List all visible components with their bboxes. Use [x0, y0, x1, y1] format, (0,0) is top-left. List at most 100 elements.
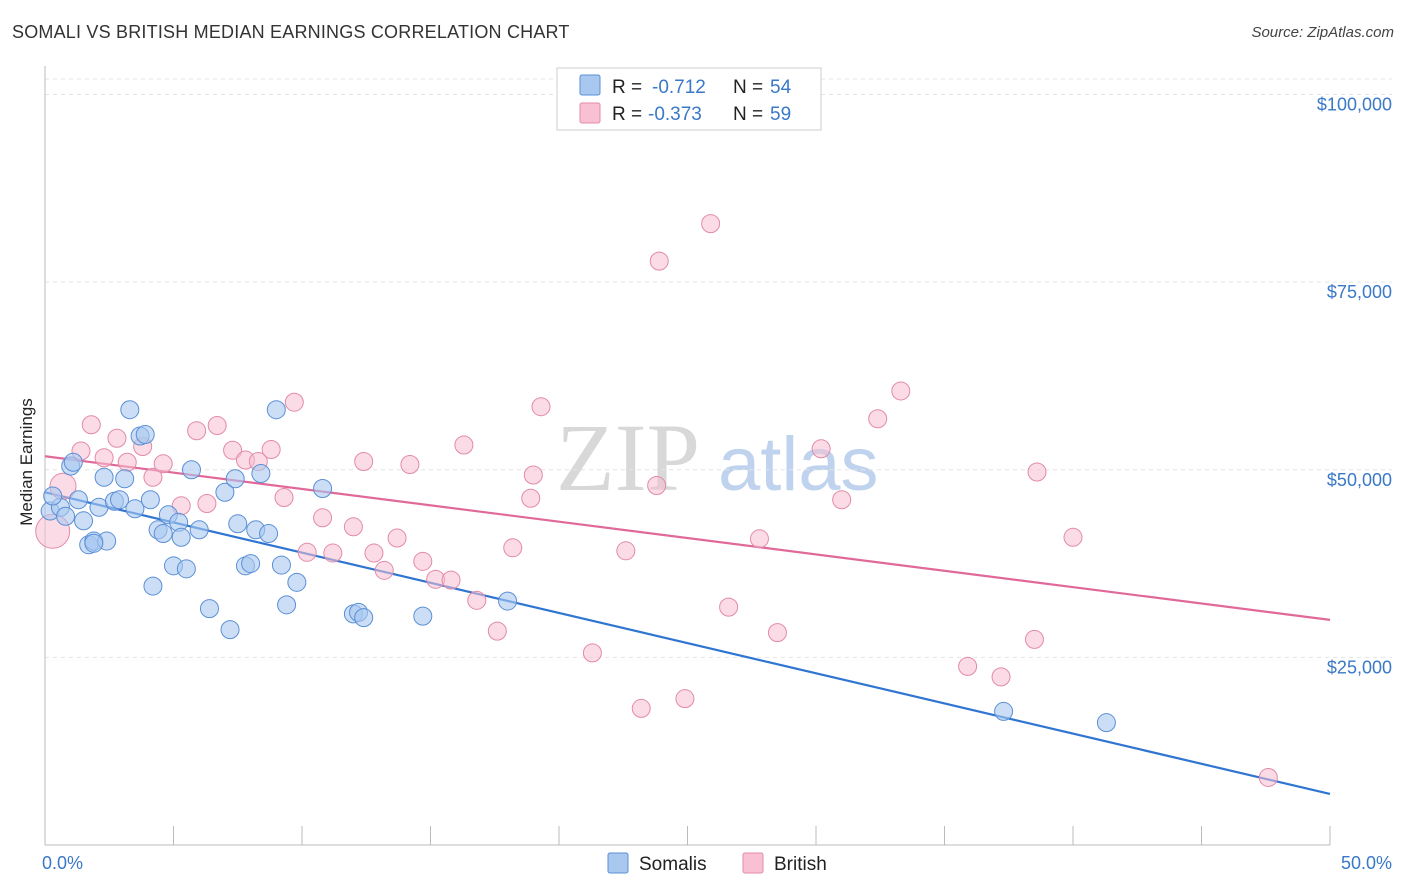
- british-point: [364, 543, 384, 563]
- british-point: [284, 392, 304, 412]
- somali-point: [220, 620, 240, 640]
- bottom-legend-swatch-somalis: [607, 852, 629, 874]
- british-point: [274, 488, 294, 508]
- legend-r-value-1: -0.712: [652, 77, 706, 98]
- british-point: [143, 467, 163, 487]
- british-trend-line: [44, 455, 1331, 621]
- legend-r-value-2: -0.373: [648, 104, 702, 125]
- somali-point: [199, 599, 219, 619]
- legend-box: [556, 67, 822, 131]
- british-point: [868, 409, 888, 429]
- british-point: [647, 476, 667, 496]
- british-point: [261, 439, 281, 459]
- british-point: [891, 381, 911, 401]
- y-axis-label: Median Earnings: [17, 398, 36, 526]
- british-point: [323, 543, 343, 563]
- british-point: [1027, 462, 1047, 482]
- british-point: [1024, 629, 1044, 649]
- somali-point: [176, 559, 196, 579]
- british-point: [767, 623, 787, 643]
- legend-r-label-1: R =: [612, 77, 642, 98]
- somali-point: [994, 701, 1014, 721]
- somali-point: [413, 606, 433, 626]
- british-point: [343, 517, 363, 537]
- somali-point: [251, 464, 271, 484]
- british-point: [387, 528, 407, 548]
- somali-point: [259, 524, 279, 544]
- somali-point: [63, 452, 83, 472]
- legend-n-value-1: 54: [770, 77, 792, 98]
- british-point: [523, 465, 543, 485]
- somali-point: [120, 400, 140, 420]
- legend-n-value-2: 59: [770, 104, 791, 125]
- somali-point: [125, 499, 145, 519]
- somali-point: [135, 424, 155, 444]
- somali-point: [143, 576, 163, 596]
- somali-point: [74, 511, 94, 531]
- somali-point: [241, 554, 261, 574]
- somali-point: [68, 490, 88, 510]
- british-point: [117, 452, 137, 472]
- british-point: [94, 448, 114, 468]
- somali-point: [228, 514, 248, 534]
- british-point: [107, 428, 127, 448]
- british-point: [400, 455, 420, 475]
- somali-point: [287, 572, 307, 592]
- british-point: [413, 551, 433, 571]
- british-point: [991, 667, 1011, 687]
- axes: $25,000 $50,000 $75,000 $100,000 0.0% 50.0%: [42, 66, 1392, 873]
- scatter-points: [35, 214, 1278, 787]
- british-point: [649, 251, 669, 271]
- trend-lines: [44, 455, 1331, 796]
- somali-point: [171, 527, 191, 547]
- british-point: [719, 597, 739, 617]
- bottom-legend-swatch-british: [742, 852, 764, 874]
- somali-point: [225, 469, 245, 489]
- somali-point: [153, 524, 173, 544]
- british-point: [811, 439, 831, 459]
- x-tick-label-end: 50.0%: [1341, 853, 1392, 873]
- british-point: [207, 415, 227, 435]
- series-legend: Somalis British: [607, 852, 827, 875]
- legend-r-label-2: R =: [612, 104, 642, 125]
- somali-point: [354, 608, 374, 628]
- legend-n-label-2: N =: [733, 104, 763, 125]
- watermark-zip: ZIP: [556, 404, 700, 511]
- british-point: [187, 421, 207, 441]
- british-point: [1258, 767, 1278, 787]
- british-point: [153, 454, 173, 474]
- chart-source: Source: ZipAtlas.com: [1251, 24, 1394, 41]
- correlation-legend: R = -0.712 N = 54 R = -0.373 N = 59: [556, 67, 822, 131]
- british-point: [631, 698, 651, 718]
- somali-trend-line: [44, 491, 1331, 796]
- british-point: [454, 435, 474, 455]
- british-point: [467, 590, 487, 610]
- british-point: [374, 560, 394, 580]
- british-point: [441, 570, 461, 590]
- british-point: [1063, 527, 1083, 547]
- bottom-legend-label-somalis: Somalis: [639, 854, 707, 875]
- british-point: [297, 542, 317, 562]
- chart-title: SOMALI VS BRITISH MEDIAN EARNINGS CORREL…: [12, 22, 570, 42]
- british-point: [223, 440, 243, 460]
- somali-point: [266, 400, 286, 420]
- somali-point: [181, 460, 201, 480]
- y-tick-label: $50,000: [1327, 470, 1392, 490]
- bottom-legend-label-british: British: [774, 854, 827, 875]
- somali-point: [277, 595, 297, 615]
- british-point: [313, 508, 333, 528]
- british-point: [521, 488, 541, 508]
- y-tick-label: $100,000: [1317, 95, 1392, 115]
- legend-swatch-somali: [579, 74, 601, 96]
- somali-point: [140, 490, 160, 510]
- somali-point: [94, 467, 114, 487]
- somali-point: [110, 490, 130, 510]
- somali-point: [56, 506, 76, 526]
- somali-point: [189, 520, 209, 540]
- somali-point: [115, 469, 135, 489]
- somali-point: [498, 591, 518, 611]
- watermark-atlas: atlas: [718, 422, 879, 507]
- y-tick-label: $25,000: [1327, 657, 1392, 677]
- british-point: [701, 214, 721, 234]
